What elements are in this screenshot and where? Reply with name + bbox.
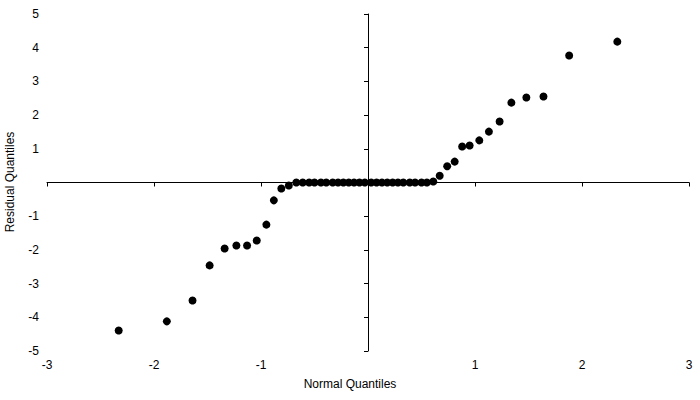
svg-text:-3: -3 [28,277,39,291]
svg-text:3: 3 [32,74,39,88]
svg-text:1: 1 [472,358,479,372]
svg-text:-2: -2 [28,243,39,257]
svg-text:-5: -5 [28,344,39,358]
svg-text:-1: -1 [256,358,267,372]
svg-text:Normal Quantiles: Normal Quantiles [304,377,397,391]
svg-text:5: 5 [32,7,39,21]
svg-text:2: 2 [579,358,586,372]
svg-text:-4: -4 [28,310,39,324]
svg-text:Residual Quantiles: Residual Quantiles [3,132,17,233]
svg-text:4: 4 [32,41,39,55]
svg-text:3: 3 [686,358,693,372]
svg-text:1: 1 [32,142,39,156]
svg-text:-3: -3 [42,358,53,372]
svg-text:-2: -2 [149,358,160,372]
svg-text:-1: -1 [28,209,39,223]
svg-text:2: 2 [32,108,39,122]
